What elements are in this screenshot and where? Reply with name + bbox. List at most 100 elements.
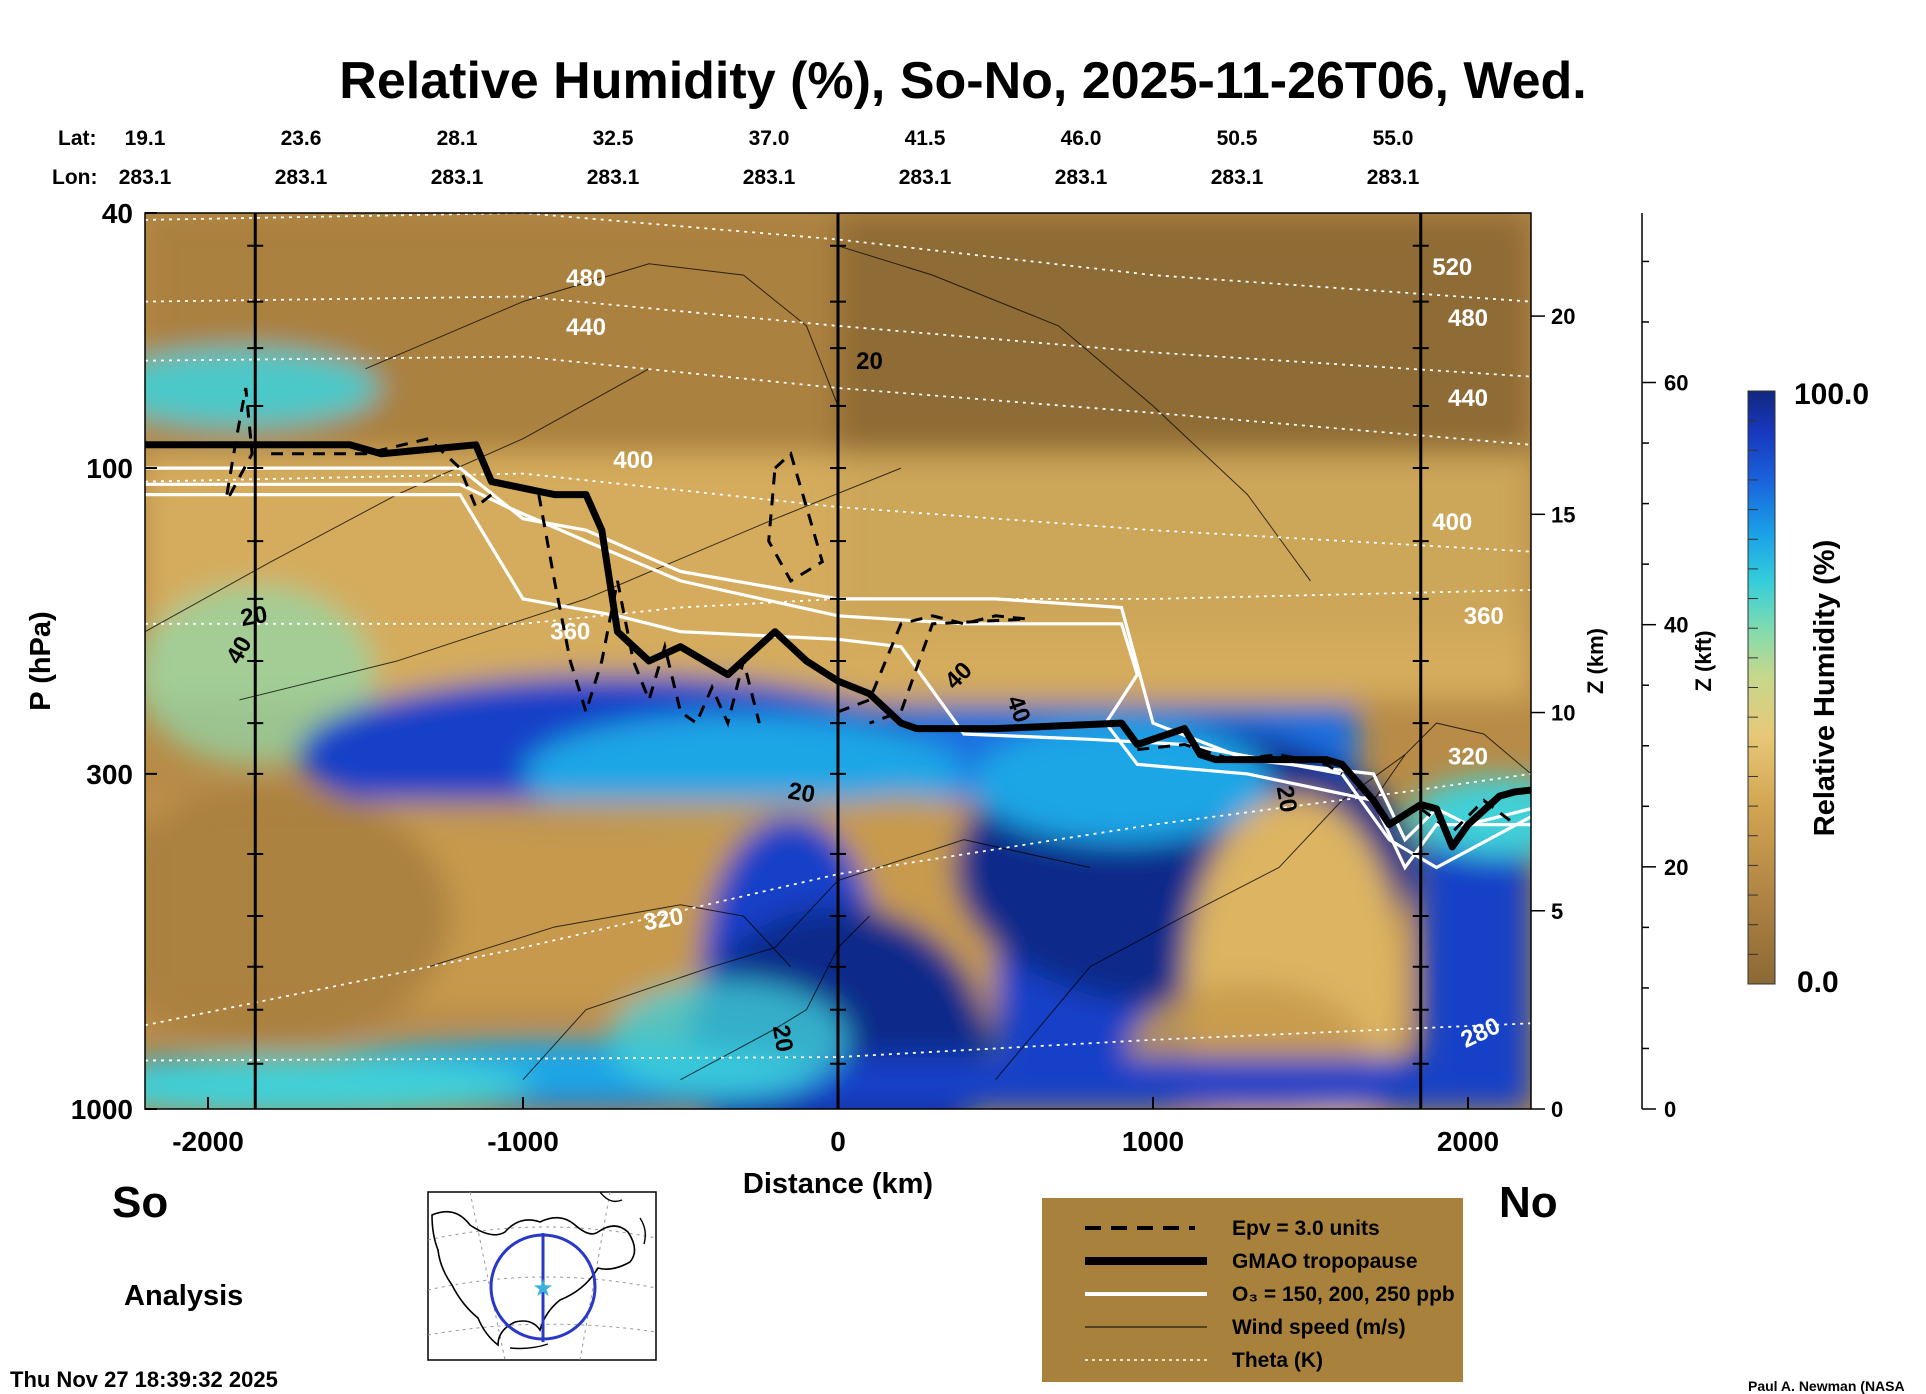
epv-contour xyxy=(1137,742,1343,776)
wind-speed-label: 20 xyxy=(767,1023,798,1054)
coastline xyxy=(431,1210,636,1347)
wind-speed-label: 20 xyxy=(856,348,883,375)
z-kft-axis: 0 20 40 60 xyxy=(1641,213,1688,1122)
plot-area: 280320360400440480520520480440400360320 … xyxy=(145,213,1531,1109)
humidity-region xyxy=(145,584,376,765)
ozone-contour xyxy=(145,493,1531,870)
theta-label: 440 xyxy=(1448,385,1488,412)
lon-value: 283.1 xyxy=(119,166,172,189)
x-tick-label: -1000 xyxy=(487,1126,559,1157)
legend: Epv = 3.0 units GMAO tropopause O₃ = 150… xyxy=(1042,1198,1463,1382)
lon-value: 283.1 xyxy=(1367,166,1420,189)
x-tick-label: -2000 xyxy=(172,1126,244,1157)
y-tick-label: 300 xyxy=(86,759,133,790)
lon-value: 283.1 xyxy=(1055,166,1108,189)
theta-label: 400 xyxy=(613,447,653,474)
colorbar-ticks xyxy=(1748,390,1758,985)
theta-label: 440 xyxy=(566,314,606,341)
epv-contour xyxy=(837,614,1028,725)
theta-label: 480 xyxy=(566,265,606,292)
theta-label: 520 xyxy=(1432,254,1472,281)
tropopause-line xyxy=(145,441,1531,851)
theta-contour xyxy=(145,295,1531,378)
y-tick-label: 100 xyxy=(86,453,133,484)
z-km-axis-label: Z (km) xyxy=(1583,628,1608,694)
lat-value: 19.1 xyxy=(125,127,166,150)
theta-label: 400 xyxy=(1432,509,1472,536)
y-tick-label: 1000 xyxy=(71,1094,133,1125)
lat-value: 41.5 xyxy=(905,127,946,150)
lon-value: 283.1 xyxy=(587,166,640,189)
lon-value: 283.1 xyxy=(431,166,484,189)
lon-label: Lon: xyxy=(52,166,97,189)
lon-value: 283.1 xyxy=(1211,166,1264,189)
wind-speed-label: 20 xyxy=(238,601,269,632)
humidity-region xyxy=(607,979,848,1100)
wind-speed-contour xyxy=(1373,722,1531,801)
legend-theta-label: Theta (K) xyxy=(1232,1349,1323,1372)
z-km-tick-label: 0 xyxy=(1551,1097,1563,1122)
lat-value: 37.0 xyxy=(749,127,790,150)
legend-tropopause-label: GMAO tropopause xyxy=(1232,1250,1418,1273)
colorbar-label: Relative Humidity (%) xyxy=(1809,540,1841,837)
theta-contour xyxy=(145,589,1531,625)
pressure-axis: 40 100 300 1000 xyxy=(71,198,157,1125)
y-axis-label: P (hPa) xyxy=(25,611,57,710)
lat-value: 23.6 xyxy=(281,127,322,150)
distance-axis: -2000 -1000 0 1000 2000 xyxy=(172,1097,1499,1157)
z-kft-tick-label: 20 xyxy=(1664,855,1688,880)
lon-value: 283.1 xyxy=(899,166,952,189)
z-kft-tick-label: 40 xyxy=(1664,613,1688,638)
x-tick-label: 2000 xyxy=(1437,1126,1499,1157)
z-kft-tick-label: 60 xyxy=(1664,371,1688,396)
wind-speed-contour xyxy=(995,754,1406,1081)
timestamp: Thu Nov 27 18:39:32 2025 xyxy=(10,1367,278,1392)
z-km-tick-label: 10 xyxy=(1551,701,1575,726)
theta-contour xyxy=(145,773,1531,1027)
lon-value: 283.1 xyxy=(743,166,796,189)
vertical-reference-lines xyxy=(247,213,1429,1109)
lat-value: 55.0 xyxy=(1373,127,1414,150)
colorbar-max-label: 100.0 xyxy=(1794,378,1869,411)
humidity-region xyxy=(145,1055,533,1109)
humidity-region xyxy=(1184,794,1405,1109)
x-tick-label: 0 xyxy=(830,1126,846,1157)
x-axis-label: Distance (km) xyxy=(743,1168,933,1200)
wind-speed-label: 20 xyxy=(1271,784,1302,815)
z-kft-tick-label: 0 xyxy=(1664,1097,1676,1122)
center-star-icon: ★ xyxy=(532,1275,554,1302)
wind-speed-contour xyxy=(680,915,870,1081)
theta-label: 480 xyxy=(1448,305,1488,332)
wind-speed-contour xyxy=(522,839,1091,1081)
wind-speed-contour xyxy=(428,904,792,968)
theta-label: 360 xyxy=(550,618,590,645)
legend-wind-label: Wind speed (m/s) xyxy=(1232,1316,1406,1339)
theta-contour xyxy=(145,1022,1531,1062)
ozone-contour xyxy=(145,482,1531,871)
z-km-tick-label: 5 xyxy=(1551,899,1563,924)
lat-value: 50.5 xyxy=(1217,127,1258,150)
lat-value: 28.1 xyxy=(437,127,478,150)
theta-label: 320 xyxy=(1448,743,1488,770)
header-values: 19.1 23.6 28.1 32.5 37.0 41.5 46.0 50.5 55.0 283.… xyxy=(119,127,1420,189)
wind-speed-label: 20 xyxy=(786,777,817,808)
chart-title: Relative Humidity (%), So-No, 2025-11-26… xyxy=(339,52,1586,110)
z-km-axis: 0 5 10 15 20 xyxy=(1531,304,1575,1122)
tropopause-path xyxy=(145,441,1531,851)
wind-speed-contour xyxy=(365,263,839,407)
z-km-tick-label: 15 xyxy=(1551,502,1575,527)
humidity-region xyxy=(145,786,451,1047)
legend-epv-label: Epv = 3.0 units xyxy=(1232,1217,1380,1240)
x-tick-label: 1000 xyxy=(1122,1126,1184,1157)
lon-value: 283.1 xyxy=(275,166,328,189)
wind-speed-contours xyxy=(145,245,1531,1081)
lat-value: 46.0 xyxy=(1061,127,1102,150)
legend-ozone-label: O₃ = 150, 200, 250 ppb xyxy=(1232,1283,1455,1306)
colorbar-min-label: 0.0 xyxy=(1797,966,1839,999)
wind-speed-contour xyxy=(239,467,902,701)
z-kft-axis-label: Z (kft) xyxy=(1691,630,1716,691)
north-label: No xyxy=(1499,1178,1558,1227)
theta-label: 360 xyxy=(1464,603,1504,630)
